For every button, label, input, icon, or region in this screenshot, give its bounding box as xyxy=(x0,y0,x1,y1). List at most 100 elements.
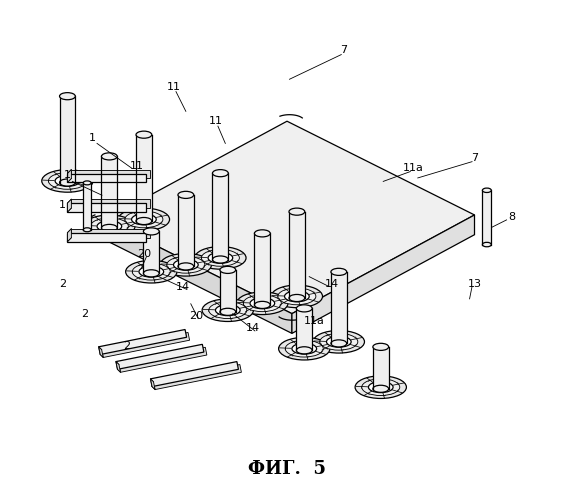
Ellipse shape xyxy=(285,340,323,357)
Polygon shape xyxy=(71,199,150,208)
Polygon shape xyxy=(331,272,347,343)
Polygon shape xyxy=(67,174,146,183)
Ellipse shape xyxy=(278,288,316,305)
Polygon shape xyxy=(116,344,204,369)
Text: 8: 8 xyxy=(508,213,515,223)
Polygon shape xyxy=(119,347,207,372)
Text: 20: 20 xyxy=(189,311,203,321)
Polygon shape xyxy=(99,347,103,357)
Text: 2: 2 xyxy=(59,279,66,289)
Text: 11a: 11a xyxy=(304,316,324,326)
Text: 11a: 11a xyxy=(402,163,423,173)
Ellipse shape xyxy=(126,260,177,283)
Polygon shape xyxy=(67,233,146,242)
Ellipse shape xyxy=(369,382,393,393)
Polygon shape xyxy=(254,234,270,305)
Polygon shape xyxy=(71,170,150,179)
Ellipse shape xyxy=(250,298,275,309)
Text: 7: 7 xyxy=(471,153,478,163)
Ellipse shape xyxy=(362,379,400,396)
Ellipse shape xyxy=(125,211,163,228)
Polygon shape xyxy=(104,220,292,333)
Ellipse shape xyxy=(220,266,236,273)
Ellipse shape xyxy=(292,343,317,354)
Ellipse shape xyxy=(201,250,239,266)
Polygon shape xyxy=(102,332,189,357)
Text: 1: 1 xyxy=(64,171,71,181)
Polygon shape xyxy=(292,215,475,333)
Ellipse shape xyxy=(289,294,305,301)
Ellipse shape xyxy=(42,170,93,192)
Polygon shape xyxy=(373,347,389,389)
Text: 14: 14 xyxy=(176,281,191,291)
Text: 11: 11 xyxy=(166,82,180,92)
Ellipse shape xyxy=(160,253,211,276)
Ellipse shape xyxy=(178,263,194,270)
Ellipse shape xyxy=(102,153,117,160)
Ellipse shape xyxy=(102,225,117,232)
Ellipse shape xyxy=(289,208,305,215)
Ellipse shape xyxy=(60,179,75,186)
Ellipse shape xyxy=(136,218,152,225)
Ellipse shape xyxy=(331,268,347,275)
Ellipse shape xyxy=(84,215,135,238)
Ellipse shape xyxy=(178,191,194,199)
Ellipse shape xyxy=(482,188,491,193)
Ellipse shape xyxy=(83,228,91,232)
Polygon shape xyxy=(116,362,121,372)
Ellipse shape xyxy=(195,247,246,269)
Text: 2: 2 xyxy=(81,309,88,319)
Polygon shape xyxy=(153,365,242,390)
Ellipse shape xyxy=(97,221,122,232)
Polygon shape xyxy=(144,232,159,273)
Text: 20: 20 xyxy=(137,250,151,259)
Ellipse shape xyxy=(131,214,156,225)
Polygon shape xyxy=(99,329,187,354)
Polygon shape xyxy=(178,195,194,266)
Polygon shape xyxy=(150,362,238,387)
Polygon shape xyxy=(482,190,491,245)
Polygon shape xyxy=(220,270,236,312)
Text: 11: 11 xyxy=(130,161,144,171)
Ellipse shape xyxy=(373,385,389,392)
Polygon shape xyxy=(67,170,71,183)
Ellipse shape xyxy=(209,302,247,318)
Ellipse shape xyxy=(212,256,228,263)
Polygon shape xyxy=(102,156,117,228)
Ellipse shape xyxy=(482,243,491,247)
Ellipse shape xyxy=(60,93,75,100)
Polygon shape xyxy=(150,379,155,390)
Text: ФИГ.  5: ФИГ. 5 xyxy=(248,460,326,478)
Text: 1: 1 xyxy=(59,200,66,210)
Text: 11: 11 xyxy=(208,116,223,126)
Ellipse shape xyxy=(202,299,254,321)
Ellipse shape xyxy=(173,259,198,270)
Ellipse shape xyxy=(296,347,312,354)
Ellipse shape xyxy=(167,256,205,273)
Ellipse shape xyxy=(132,263,170,280)
Text: 13: 13 xyxy=(467,279,482,289)
Ellipse shape xyxy=(83,181,91,185)
Text: 1: 1 xyxy=(88,133,96,144)
Polygon shape xyxy=(83,183,91,230)
Ellipse shape xyxy=(212,170,228,177)
Ellipse shape xyxy=(208,252,232,263)
Polygon shape xyxy=(67,229,71,242)
Ellipse shape xyxy=(373,343,389,350)
Ellipse shape xyxy=(144,228,159,235)
Ellipse shape xyxy=(118,208,169,231)
Polygon shape xyxy=(67,199,71,212)
Ellipse shape xyxy=(220,308,236,315)
Ellipse shape xyxy=(331,340,347,347)
Polygon shape xyxy=(296,308,312,350)
Ellipse shape xyxy=(48,173,87,189)
Ellipse shape xyxy=(296,305,312,312)
Ellipse shape xyxy=(243,295,281,312)
Ellipse shape xyxy=(215,305,240,316)
Polygon shape xyxy=(60,96,75,183)
Ellipse shape xyxy=(90,218,129,235)
Polygon shape xyxy=(104,121,475,314)
Ellipse shape xyxy=(313,330,364,353)
Ellipse shape xyxy=(285,291,309,302)
Polygon shape xyxy=(212,173,228,259)
